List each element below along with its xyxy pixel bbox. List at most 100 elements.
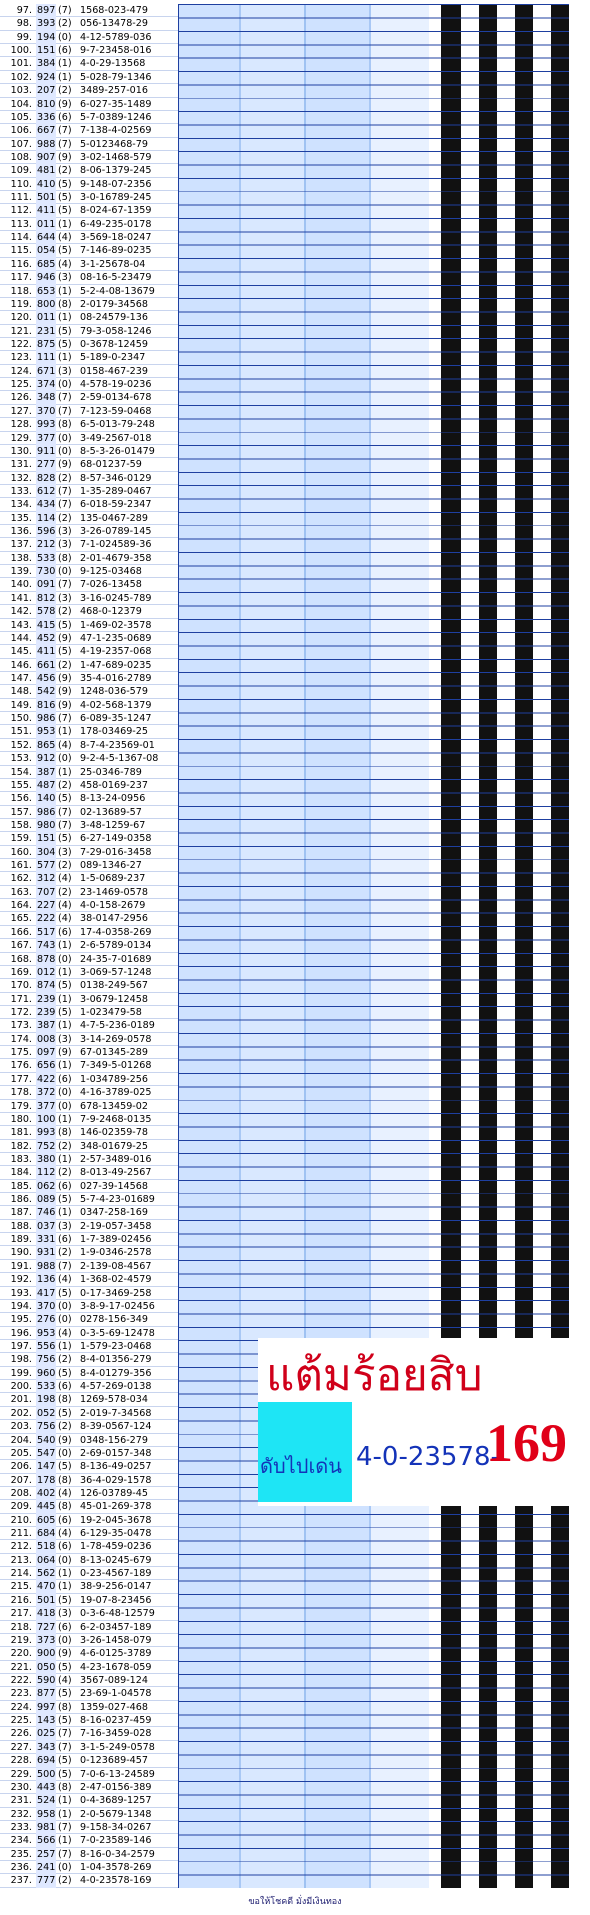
row-number: 160. xyxy=(10,846,32,858)
number-set: 1359-027-468 xyxy=(80,1701,148,1713)
number-set: 5-189-0-2347 xyxy=(80,352,146,364)
row: 162. 312 (4) 1-5-0689-237 xyxy=(0,872,178,886)
number-set: 02-13689-57 xyxy=(80,806,142,818)
row-number: 106. xyxy=(10,125,32,137)
number-set: 1-47-689-0235 xyxy=(80,659,152,671)
row-number: 231. xyxy=(10,1795,32,1807)
digit-sum: (5) xyxy=(58,1407,72,1419)
digit-sum: (0) xyxy=(58,1314,72,1326)
row: 228. 694 (5) 0-123689-457 xyxy=(0,1754,178,1768)
number-set: 6-089-35-1247 xyxy=(80,713,152,725)
number-set: 67-01345-289 xyxy=(80,1047,148,1059)
row-number: 102. xyxy=(10,71,32,83)
row: 141. 812 (3) 3-16-0245-789 xyxy=(0,591,178,606)
digit-sum: (7) xyxy=(58,485,72,497)
number-set: 3-1-25678-04 xyxy=(80,258,146,270)
row-number: 194. xyxy=(10,1300,32,1312)
digit-sum: (4) xyxy=(58,1675,72,1686)
row: 219. 373 (0) 3-26-1458-079 xyxy=(0,1633,178,1648)
number-set: 24-35-7-01689 xyxy=(80,953,152,965)
number-set: 3-16-0245-789 xyxy=(80,592,152,604)
number: 517 xyxy=(36,925,57,940)
row-number: 184. xyxy=(10,1167,32,1179)
row: 187. 746 (1) 0347-258-169 xyxy=(0,1206,178,1220)
row-number: 150. xyxy=(10,713,32,725)
row-number: 108. xyxy=(10,151,32,163)
row: 217. 418 (3) 0-3-6-48-12579 xyxy=(0,1607,178,1621)
number: 800 xyxy=(36,297,57,312)
row-number: 131. xyxy=(10,459,32,471)
number: 596 xyxy=(36,525,57,539)
number: 370 xyxy=(36,1299,57,1314)
row: 182. 752 (2) 348-01679-25 xyxy=(0,1139,178,1153)
row-number: 233. xyxy=(10,1821,32,1833)
number: 143 xyxy=(36,1714,57,1728)
digit-sum: (1) xyxy=(58,1568,72,1580)
digit-sum: (5) xyxy=(58,1661,72,1673)
number-set: 1-469-02-3578 xyxy=(80,619,152,631)
row-number: 196. xyxy=(10,1327,32,1339)
digit-sum: (2) xyxy=(58,1875,72,1887)
number-set: 8-4-01356-279 xyxy=(80,1354,152,1366)
number: 331 xyxy=(36,1233,57,1247)
number: 865 xyxy=(36,738,57,753)
number: 422 xyxy=(36,1072,57,1087)
number-set: 19-07-8-23456 xyxy=(80,1594,152,1606)
banner-title: แต้มร้อยสิบ xyxy=(266,1350,483,1401)
digit-sum: (1) xyxy=(58,58,72,70)
digit-sum: (6) xyxy=(58,111,72,123)
row-number: 192. xyxy=(10,1274,32,1286)
row-number: 107. xyxy=(10,138,32,150)
number-set: 3-26-0789-145 xyxy=(80,526,152,538)
number: 877 xyxy=(36,1687,57,1701)
digit-sum: (6) xyxy=(58,45,72,57)
row-number: 119. xyxy=(10,298,32,310)
number: 612 xyxy=(36,484,57,499)
number: 986 xyxy=(36,712,57,726)
row-number: 122. xyxy=(10,339,32,350)
number-set: 35-4-016-2789 xyxy=(80,673,152,684)
digit-sum: (0) xyxy=(58,1300,72,1312)
row: 227. 343 (7) 3-1-5-249-0578 xyxy=(0,1740,178,1755)
digit-sum: (1) xyxy=(58,1060,72,1072)
row: 147. 456 (9) 35-4-016-2789 xyxy=(0,672,178,686)
number-set: 3-26-1458-079 xyxy=(80,1634,152,1646)
row-number: 139. xyxy=(10,566,32,578)
number-set: 4-23-1678-059 xyxy=(80,1661,152,1673)
number-set: 6-018-59-2347 xyxy=(80,499,152,511)
row: 174. 008 (3) 3-14-269-0578 xyxy=(0,1032,178,1047)
row-number: 163. xyxy=(10,886,32,898)
row: 130. 911 (0) 8-5-3-26-01479 xyxy=(0,444,178,459)
row-number: 220. xyxy=(10,1648,32,1660)
row: 173. 387 (1) 4-7-5-236-0189 xyxy=(0,1019,178,1033)
row-number: 179. xyxy=(10,1100,32,1112)
row-number: 101. xyxy=(10,58,32,70)
row: 216. 501 (5) 19-07-8-23456 xyxy=(0,1593,178,1608)
banner-set: 4-0-23578- xyxy=(356,1442,500,1472)
digit-sum: (2) xyxy=(58,85,72,97)
row: 230. 443 (8) 2-47-0156-389 xyxy=(0,1780,178,1795)
number: 136 xyxy=(36,1273,57,1287)
row: 124. 671 (3) 0158-467-239 xyxy=(0,364,178,379)
number-set: 3-02-1468-579 xyxy=(80,151,152,163)
row: 224. 997 (8) 1359-027-468 xyxy=(0,1700,178,1715)
number: 746 xyxy=(36,1206,57,1220)
number-set: 0347-258-169 xyxy=(80,1207,148,1219)
row: 204. 540 (9) 0348-156-279 xyxy=(0,1433,178,1447)
number: 756 xyxy=(36,1420,57,1434)
row-number: 103. xyxy=(10,85,32,97)
number: 533 xyxy=(36,1380,57,1394)
number: 812 xyxy=(36,591,57,606)
digit-sum: (7) xyxy=(58,1741,72,1753)
digit-sum: (8) xyxy=(58,1474,72,1486)
digit-sum: (1) xyxy=(58,966,72,978)
digit-sum: (2) xyxy=(58,1140,72,1152)
row-number: 112. xyxy=(10,205,32,217)
number-set: 2-47-0156-389 xyxy=(80,1781,152,1793)
number: 025 xyxy=(36,1727,57,1741)
row: 180. 100 (1) 7-9-2468-0135 xyxy=(0,1112,178,1127)
digit-sum: (2) xyxy=(58,1247,72,1259)
number: 443 xyxy=(36,1780,57,1795)
number: 694 xyxy=(36,1754,57,1768)
number: 387 xyxy=(36,1019,57,1033)
